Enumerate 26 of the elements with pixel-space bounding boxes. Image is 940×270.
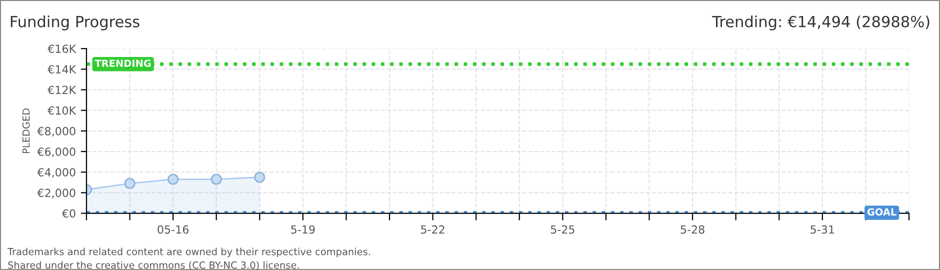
x-tick-label: 5-22 [421,225,444,234]
y-tick-label: €8,000 [37,126,76,136]
text: Trending: €14,494 (28988%) [712,16,930,30]
y-tick-label: €2,000 [37,188,76,198]
y-tick-label: €0 [62,209,76,218]
y-tick-label: €16K [48,44,76,53]
point [254,172,266,183]
x-tick-label: 5-19 [291,225,315,234]
y-tick-label: €4,000 [37,168,76,178]
text: Shared under the creative commons (CC BY-NC 3.0) license. [8,261,299,270]
chart-title: Funding Progress [10,16,140,30]
ref-line-label: GOAL [867,208,896,216]
point [168,174,179,185]
point [210,174,222,185]
y-tick-label: €10K [48,106,76,115]
point [124,178,136,190]
y-tick-label: €6,000 [37,148,76,158]
ref-line-label: TRENDING [94,60,151,67]
text: Trademarks and related content are owned by their respective companies. [7,248,370,258]
x-tick-label: 5-25 [550,225,574,234]
y-tick-label: €12K [48,86,76,94]
x-tick-label: 5-31 [810,225,834,234]
x-tick-label: 05-16 [158,225,189,234]
x-tick-label: 5-28 [680,225,704,234]
y-axis-title: PLEDGED [22,108,30,154]
y-tick-label: €14K [48,65,76,74]
